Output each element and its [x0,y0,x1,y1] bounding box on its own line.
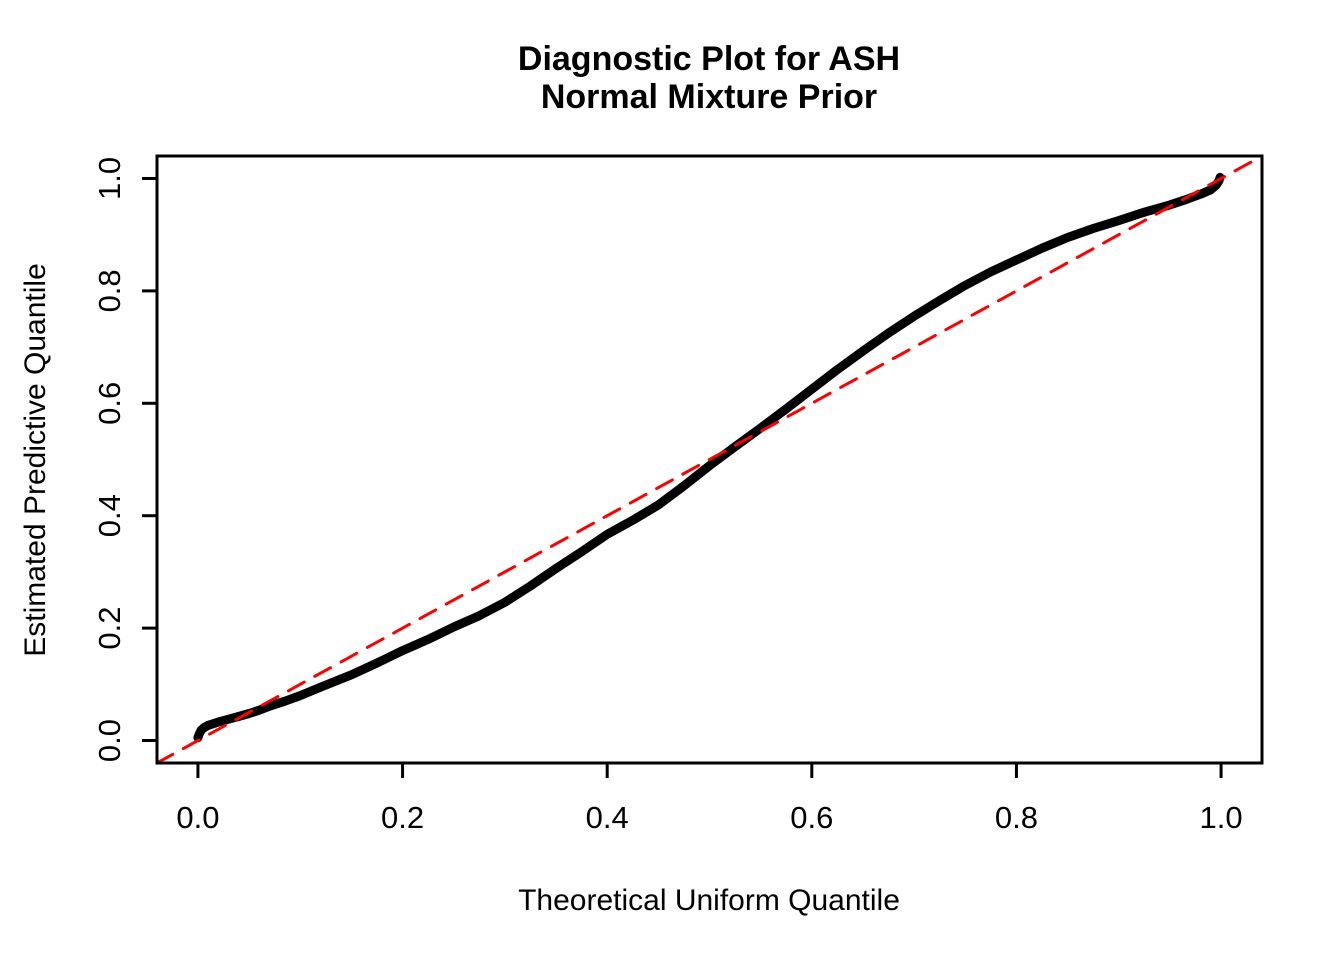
x-axis: 0.0 0.2 0.4 0.6 0.8 1.0 [176,764,1243,835]
x-tick-label: 0.0 [176,800,219,835]
series-layer [155,154,1264,765]
y-tick-label: 0.4 [92,494,127,537]
y-tick-label: 0.8 [92,269,127,312]
x-tick-label: 0.8 [995,800,1038,835]
estimated-predictive-quantile-curve [193,172,1225,743]
y-tick-label: 0.0 [92,719,127,762]
y-axis-label: Estimated Predictive Quantile [19,263,52,657]
y-tick-label: 0.2 [92,607,127,650]
x-tick-label: 0.2 [381,800,424,835]
plot-border-box [155,154,1264,765]
x-tick-label: 0.4 [586,800,629,835]
plot-title-line1: Diagnostic Plot for ASH [518,40,900,78]
identity-reference-line [155,154,1264,765]
y-tick-label: 0.6 [92,382,127,425]
x-axis-label: Theoretical Uniform Quantile [518,884,900,917]
y-tick-label: 1.0 [92,157,127,200]
x-tick-label: 0.6 [790,800,833,835]
x-tick-label: 1.0 [1200,800,1243,835]
y-axis: 0.0 0.2 0.4 0.6 0.8 1.0 [92,157,156,762]
plot-title-line2: Normal Mixture Prior [541,78,877,116]
